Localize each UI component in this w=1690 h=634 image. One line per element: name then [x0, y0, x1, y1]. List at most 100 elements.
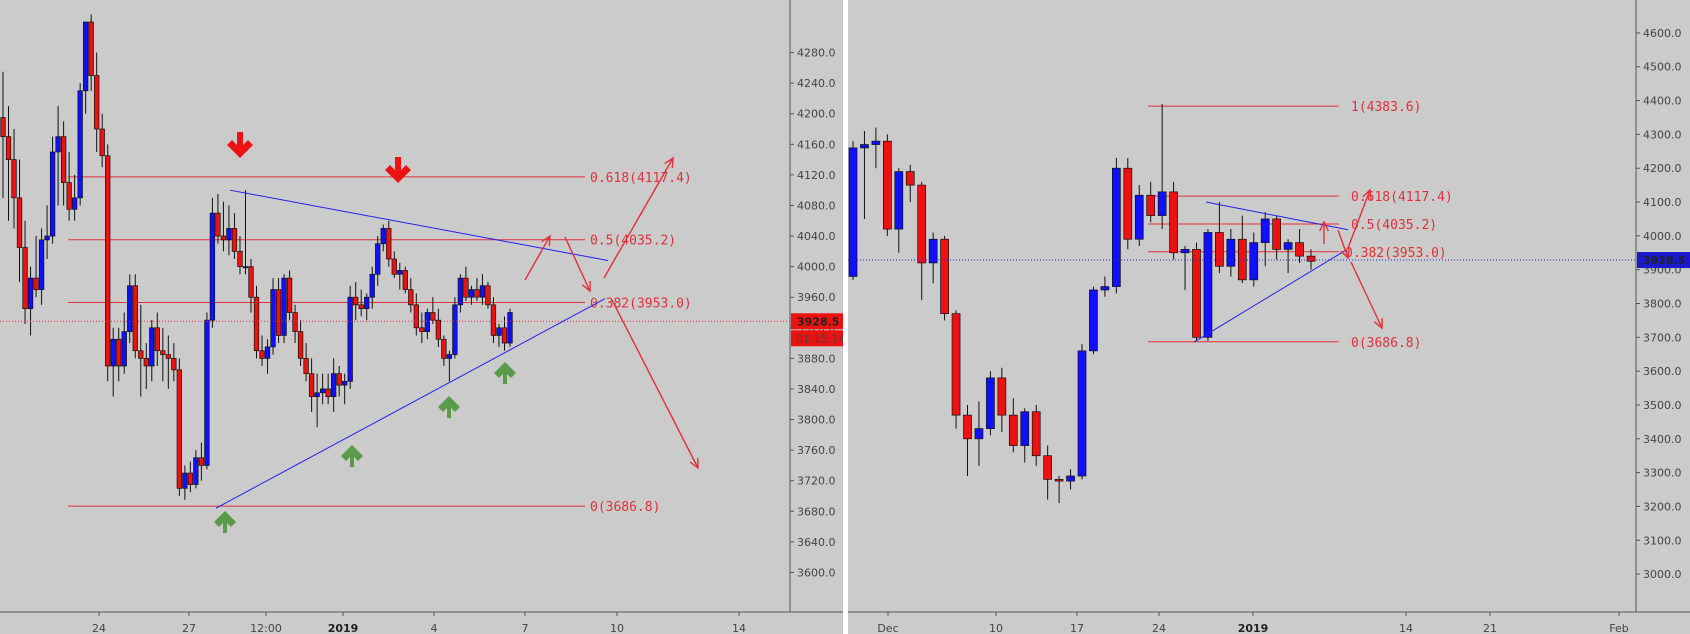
price-tick-label: 3680.0: [797, 505, 836, 518]
time-tick-label: 24: [1152, 622, 1166, 634]
candle-body: [1008, 414, 1018, 446]
candle-body: [1134, 194, 1144, 240]
candle-body: [479, 285, 486, 298]
candle-body: [259, 350, 265, 359]
countdown-badge: [791, 330, 843, 347]
projection-arrow-up-small-head: [1319, 220, 1329, 232]
candle-body: [99, 128, 105, 157]
projection-arrow-up-small-head: [541, 234, 551, 247]
candle-body: [940, 238, 949, 314]
price-tick-label: 4100.0: [1643, 196, 1682, 209]
time-tick-label: 2019: [328, 622, 359, 634]
trendline-resistance: [229, 189, 609, 262]
current-price-badge: [1637, 252, 1690, 269]
price-tick-label: 3200.0: [1643, 500, 1682, 513]
price-tick-label: 3640.0: [797, 536, 836, 549]
countdown-value: 01:15:14: [796, 332, 843, 345]
fib-level-label: 1(4383.6): [1351, 100, 1421, 115]
candle-body: [402, 270, 408, 290]
candle-body: [882, 140, 892, 230]
candle-body: [353, 296, 359, 306]
candle-body: [894, 171, 904, 230]
fib-level-label: 0.618(4117.4): [1351, 190, 1453, 205]
candle-body: [347, 296, 353, 382]
up-arrow-icon: [494, 362, 516, 384]
candle-body: [220, 235, 227, 241]
candle-body: [281, 277, 287, 336]
chart-pane-left[interactable]: 4280.0 4240.0 4200.0 4160.0 4120.0 4080.0 4040…: [0, 0, 843, 634]
candle-body: [1157, 191, 1167, 216]
time-tick-label: 14: [1399, 622, 1413, 634]
candle-body: [905, 171, 915, 186]
projection-arrow-down-large: [1350, 261, 1383, 329]
chart-right-canvas[interactable]: 4600.0 4500.0 4400.0 4300.0 4200.0 4100.0 4000…: [848, 0, 1690, 634]
candle-body: [1077, 350, 1087, 477]
candle-body: [209, 212, 216, 321]
candle-body: [286, 277, 293, 313]
candle-body: [1020, 411, 1030, 446]
fib-level-label: 0.5(4035.2): [590, 234, 676, 249]
candle-body: [176, 369, 182, 489]
up-arrow-icon: [341, 445, 363, 467]
candle-body: [1215, 232, 1224, 267]
candle-body: [490, 304, 497, 336]
price-tick-label: 3100.0: [1643, 534, 1682, 547]
fib-level-label: 0.382(3953.0): [1345, 246, 1447, 261]
candle-body: [143, 358, 149, 367]
candle-body: [182, 472, 188, 489]
price-tick-label: 4000.0: [797, 261, 836, 274]
projection-arrow-down-small: [564, 236, 591, 292]
candle-body: [986, 377, 995, 429]
candle-body: [231, 228, 238, 252]
candle-body: [264, 346, 271, 359]
price-tick-label: 3300.0: [1643, 467, 1682, 480]
candle-body: [44, 235, 50, 241]
current-price-value: 3928.5: [797, 315, 839, 328]
candle-body: [314, 392, 320, 397]
candle-body: [215, 212, 221, 237]
current-price-badge: [791, 313, 843, 330]
price-tick-label: 4000.0: [1643, 230, 1682, 243]
price-tick-label: 4240.0: [797, 77, 836, 90]
time-tick-label: 4: [431, 622, 438, 634]
candle-body: [49, 151, 56, 237]
up-arrow-icon: [214, 511, 236, 533]
candle-body: [303, 358, 309, 375]
price-tick-label: 4160.0: [797, 138, 836, 151]
time-tick-label: 21: [1483, 622, 1497, 634]
candle-body: [457, 277, 464, 306]
time-tick-label: 27: [182, 622, 196, 634]
projection-arrow-down-small-head: [581, 280, 591, 293]
candle-body: [237, 250, 243, 267]
candle-body: [413, 304, 419, 329]
projection-arrow-down-large: [611, 299, 699, 469]
price-tick-label: 3500.0: [1643, 399, 1682, 412]
chart-pane-right[interactable]: 4600.0 4500.0 4400.0 4300.0 4200.0 4100.0 4000…: [848, 0, 1690, 634]
candle-body: [1203, 232, 1213, 338]
price-tick-label: 3720.0: [797, 475, 836, 488]
candle-body: [193, 457, 199, 485]
chart-left-canvas[interactable]: 4280.0 4240.0 4200.0 4160.0 4120.0 4080.0 4040…: [0, 0, 843, 634]
candle-body: [105, 155, 111, 367]
candle-body: [860, 144, 869, 149]
price-tick-label: 3600.0: [1643, 365, 1682, 378]
fib-level-label: 0.618(4117.4): [590, 171, 692, 186]
candle-body: [369, 273, 375, 298]
candle-body: [187, 472, 194, 485]
price-tick-label: 3800.0: [797, 414, 836, 427]
price-tick-label: 3800.0: [1643, 298, 1682, 311]
price-tick-label: 3760.0: [797, 444, 836, 457]
candle-body: [83, 21, 89, 92]
candle-body: [974, 428, 984, 440]
candle-body: [474, 289, 480, 298]
candle-body: [248, 266, 254, 298]
candle-body: [1054, 479, 1064, 482]
candle-body: [55, 136, 61, 153]
time-tick-label: 10: [610, 622, 624, 634]
pane-divider[interactable]: [843, 0, 848, 634]
candle-body: [1249, 242, 1259, 281]
price-tick-label: 3840.0: [797, 383, 836, 396]
price-tick-label: 4280.0: [797, 47, 836, 60]
candle-body: [110, 338, 116, 367]
candle-body: [435, 319, 442, 340]
